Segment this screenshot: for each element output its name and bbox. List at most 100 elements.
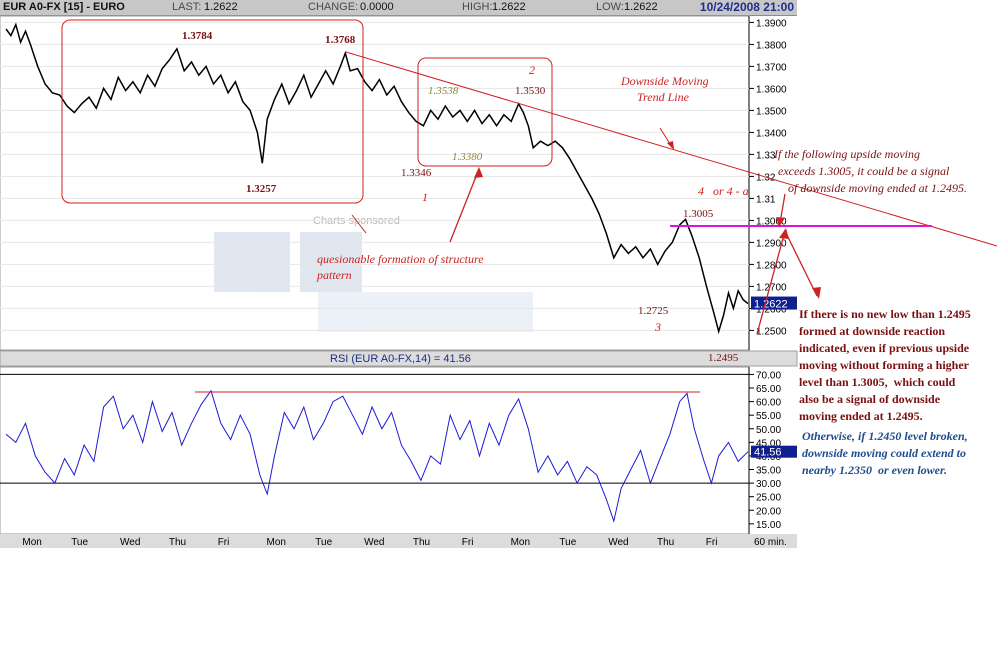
middle-note-line: also be a signal of downside: [799, 392, 941, 406]
price-y-tick-label: 1.2700: [756, 282, 787, 293]
x-day-label: Thu: [169, 537, 186, 548]
lower-note-line: downside moving could extend to: [802, 446, 967, 460]
middle-note-line: level than 1.3005, which could: [799, 375, 956, 389]
wave-3-label: 3: [654, 320, 661, 334]
rsi-last-badge: 41.56: [751, 445, 797, 459]
trend-line-label-2: Trend Line: [637, 90, 690, 104]
rsi-y-tick-label: 20.00: [756, 506, 781, 517]
price-y-tick-label: 1.2900: [756, 238, 787, 249]
middle-note: If there is no new low than 1.2495 forme…: [799, 306, 971, 425]
upper-note-line: If the following upside moving: [774, 147, 920, 161]
lower-note-line: Otherwise, if 1.2450 level broken,: [802, 429, 968, 443]
structure-label-2: pattern: [316, 268, 352, 282]
price-last-badge: 1.2622: [751, 296, 797, 311]
price-y-tick-label: 1.3400: [756, 128, 787, 139]
wave-1-label: 1: [422, 190, 428, 204]
rsi-last-value-label: 41.56: [754, 447, 782, 459]
x-day-label: Wed: [608, 537, 628, 548]
upper-note-line: of downside moving ended at 1.2495.: [788, 181, 967, 195]
price-last-value-label: 1.2622: [754, 299, 788, 311]
x-day-label: Wed: [364, 537, 384, 548]
price-y-tick-label: 1.2800: [756, 260, 787, 271]
structure-pointer-1: [351, 214, 367, 234]
box2-low-label: 1.3380: [452, 151, 483, 163]
rsi-y-tick-label: 70.00: [756, 370, 781, 381]
peak-1-label: 1.3784: [182, 30, 213, 42]
x-day-label: Tue: [71, 537, 88, 548]
level-1-3005-label: 1.3005: [683, 208, 714, 220]
middle-note-line: moving without forming a higher: [799, 358, 970, 372]
trend-line-label-1: Downside Moving: [620, 74, 709, 88]
price-y-tick-label: 1.3700: [756, 62, 787, 73]
high-value: 1.2622: [492, 1, 526, 13]
rsi-y-tick-label: 65.00: [756, 384, 781, 395]
x-day-label: Tue: [315, 537, 332, 548]
x-day-label: Mon: [267, 537, 286, 548]
rsi-y-tick-label: 45.00: [756, 438, 781, 449]
rsi-grid: [0, 373, 749, 484]
x-day-label: Mon: [511, 537, 530, 548]
price-y-tick-label: 1.3600: [756, 84, 787, 95]
price-y-tick-label: 1.3800: [756, 40, 787, 51]
x-day-label: Fri: [706, 537, 718, 548]
price-y-tick-label: 1.3500: [756, 106, 787, 117]
rsi-y-tick-label: 35.00: [756, 466, 781, 477]
middle-note-line: If there is no new low than 1.2495: [799, 307, 971, 321]
price-y-tick-label: 1.3000: [756, 216, 787, 227]
arrowhead-c: [776, 217, 785, 227]
change-label: CHANGE:: [308, 1, 359, 13]
price-y-axis: 1.3900 1.3800 1.3700 1.3600 1.3500 1.3400 1.33…: [749, 18, 787, 337]
arrowhead-b: [812, 287, 821, 299]
x-unit-label: 60 min.: [754, 537, 787, 548]
arrowhead-a: [779, 228, 789, 239]
low-1-2495-label: 1.2495: [708, 352, 739, 364]
high-label: HIGH:: [462, 1, 493, 13]
price-grid: [0, 21, 749, 331]
change-value: 0.0000: [360, 1, 394, 13]
arrowhead-2: [474, 167, 483, 178]
arrow-to-middle-note: [784, 230, 818, 297]
structure-box-2: [417, 57, 553, 167]
x-day-label: Mon: [22, 537, 41, 548]
x-day-label: Fri: [462, 537, 474, 548]
price-y-tick-label: 1.32: [756, 172, 776, 183]
upper-note: If the following upside moving exceeds 1…: [774, 146, 967, 197]
rsi-y-tick-label: 50.00: [756, 425, 781, 436]
x-day-label: Tue: [559, 537, 576, 548]
rsi-panel: 70.0065.0060.0055.0050.0045.0040.0035.00…: [0, 366, 797, 535]
rsi-y-tick-label: 60.00: [756, 398, 781, 409]
last-label: LAST:: [172, 1, 202, 13]
x-day-label: Wed: [120, 537, 140, 548]
annotation-shapes: [61, 19, 998, 393]
wave-2-label: 2: [529, 63, 535, 77]
low-1-label: 1.3257: [246, 183, 277, 195]
low-value: 1.2622: [624, 1, 658, 13]
middle-note-line: moving ended at 1.2495.: [799, 409, 923, 423]
price-y-tick-label: 1.33: [756, 150, 776, 161]
low-2-label: 1.3346: [401, 167, 432, 179]
x-day-label: Thu: [413, 537, 430, 548]
chart-header-bar: EUR A0-FX [15] - EURO LAST: 1.2622 CHANG…: [0, 0, 797, 16]
low-1-2725-label: 1.2725: [638, 305, 669, 317]
x-axis: Mon Tue Wed Thu Fri Mon Tue Wed Thu Fri Mon Tue Wed T…: [0, 534, 797, 548]
rsi-y-tick-label: 55.00: [756, 411, 781, 422]
x-day-label: Thu: [657, 537, 674, 548]
price-y-tick-label: 1.2600: [756, 304, 787, 315]
price-y-tick-label: 1.31: [756, 194, 776, 205]
annotation-labels: 1.3784 1.3768 1.3257 1.3538 1.3530 1.338…: [182, 30, 749, 364]
price-series-line: [5, 22, 749, 335]
rsi-title: RSI (EUR A0-FX,14) = 41.56: [330, 353, 471, 365]
rsi-y-tick-label: 30.00: [756, 479, 781, 490]
x-day-label: Fri: [218, 537, 230, 548]
downside-trend-line: [345, 51, 998, 247]
structure-pointer-2: [449, 168, 480, 243]
last-value: 1.2622: [204, 1, 238, 13]
box2-high-a-label: 1.3538: [428, 85, 459, 97]
peak-2-label: 1.3768: [325, 34, 356, 46]
lower-note-line: nearby 1.2350 or even lower.: [802, 463, 947, 477]
rsi-y-tick-label: 15.00: [756, 520, 781, 531]
upper-note-line: exceeds 1.3005, it could be a signal: [778, 164, 950, 178]
arrow-to-1-3005-a: [756, 230, 786, 335]
lower-note: Otherwise, if 1.2450 level broken, downs…: [802, 428, 968, 479]
price-y-tick-label: 1.2500: [756, 326, 787, 337]
